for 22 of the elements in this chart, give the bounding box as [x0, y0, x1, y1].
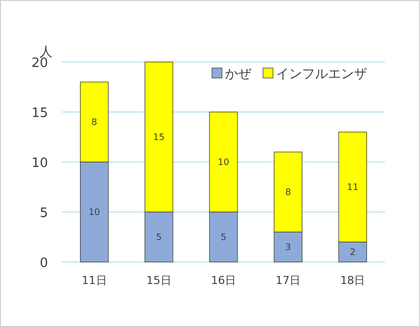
y-tick-label: 15	[31, 106, 48, 121]
data-label: 15	[153, 133, 165, 143]
data-label: 11	[346, 183, 358, 193]
data-label: 5	[220, 233, 226, 243]
y-tick-label: 10	[31, 156, 48, 171]
x-tick-label: 17日	[276, 274, 301, 287]
data-label: 10	[88, 208, 100, 218]
legend-label: インフルエンザ	[276, 67, 367, 82]
data-label: 8	[91, 118, 98, 128]
x-tick-label: 11日	[82, 274, 107, 287]
data-label: 5	[156, 233, 162, 243]
x-tick-label: 18日	[340, 274, 366, 287]
data-label: 2	[350, 248, 356, 258]
y-tick-label: 0	[40, 256, 48, 271]
legend-label: かぜ	[225, 67, 252, 82]
data-label: 10	[218, 158, 230, 168]
y-tick-label: 20	[31, 56, 48, 71]
y-tick-label: 5	[40, 206, 48, 221]
data-label: 8	[285, 188, 292, 198]
x-tick-label: 16日	[211, 274, 236, 287]
x-tick-label: 15日	[146, 274, 172, 287]
data-label: 3	[285, 243, 291, 253]
